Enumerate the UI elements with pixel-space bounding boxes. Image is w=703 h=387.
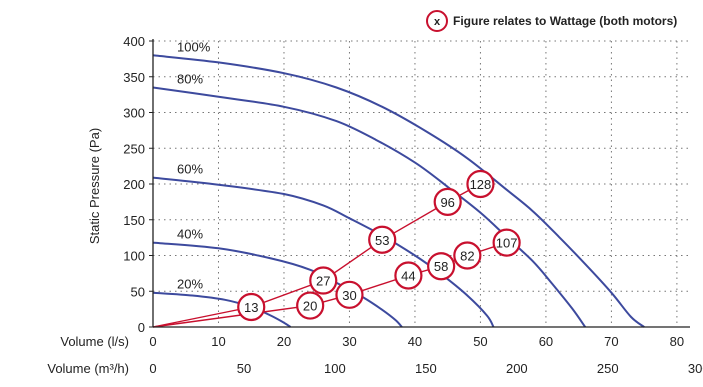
x-tick-label-m3h: 50 xyxy=(237,361,251,376)
wattage-marker xyxy=(368,225,397,254)
legend-text: Figure relates to Wattage (both motors) xyxy=(453,14,677,28)
y-tick-label: 150 xyxy=(123,213,145,228)
y-tick-label: 50 xyxy=(131,284,145,299)
x-tick-label-ls: 70 xyxy=(604,334,618,349)
wattage-value: 30 xyxy=(342,288,356,303)
x-tick-label-m3h: 100 xyxy=(324,361,346,376)
speed-curve xyxy=(152,86,587,328)
x-tick-label-ls: 0 xyxy=(149,334,156,349)
x-axis-label-m3h: Volume (m³/h) xyxy=(47,361,129,376)
wattage-marker xyxy=(335,280,364,309)
wattage-marker xyxy=(466,169,495,199)
wattage-value: 58 xyxy=(434,259,448,274)
y-tick-label: 0 xyxy=(138,320,145,335)
x-tick-label-ls: 60 xyxy=(539,334,553,349)
legend-symbol-circle xyxy=(426,10,448,32)
y-tick-label: 100 xyxy=(123,249,145,264)
x-tick-label-ls: 20 xyxy=(277,334,291,349)
wattage-value: 44 xyxy=(401,269,415,284)
wattage-marker xyxy=(237,292,266,322)
wattage-markers: 13 27 53 96 128 20 30 44 58 82 107 xyxy=(237,169,521,322)
speed-curve-label: 80% xyxy=(177,71,203,86)
wattage-value: 96 xyxy=(440,195,454,210)
x-tick-label-m3h: 300 xyxy=(688,361,703,376)
wattage-value: 27 xyxy=(316,274,330,289)
y-tick-label: 300 xyxy=(123,106,145,121)
x-tick-label-ls: 50 xyxy=(473,334,487,349)
wattage-value: 128 xyxy=(470,177,492,192)
wattage-value: 107 xyxy=(496,236,518,251)
y-tick-label: 350 xyxy=(123,70,145,85)
speed-curve xyxy=(152,291,292,328)
x-axis-label-ls: Volume (l/s) xyxy=(60,334,129,349)
speed-curve-label: 40% xyxy=(177,227,203,242)
legend: x Figure relates to Wattage (both motors… xyxy=(426,10,677,32)
x-tick-label-m3h: 0 xyxy=(149,361,156,376)
y-axis-label: Static Pressure (Pa) xyxy=(87,128,102,244)
x-tick-label-ls: 40 xyxy=(408,334,422,349)
wattage-marker xyxy=(309,266,338,295)
y-tick-label: 400 xyxy=(123,34,145,49)
grid xyxy=(153,40,690,327)
speed-curve-label: 20% xyxy=(177,277,203,292)
wattage-value: 20 xyxy=(303,299,317,314)
x-tick-label-ls: 80 xyxy=(670,334,684,349)
wattage-value: 13 xyxy=(244,300,258,315)
legend-symbol: x xyxy=(434,16,441,28)
wattage-marker xyxy=(296,291,325,320)
wattage-marker xyxy=(453,241,482,270)
y-tick-label: 250 xyxy=(123,141,145,156)
x-tick-label-m3h: 200 xyxy=(506,361,528,376)
wattage-value: 53 xyxy=(375,233,389,248)
x-tick-label-m3h: 150 xyxy=(415,361,437,376)
wattage-marker xyxy=(427,252,456,281)
speed-curve-label: 100% xyxy=(177,39,211,54)
x-tick-label-ls: 30 xyxy=(342,334,356,349)
x-tick-label-m3h: 250 xyxy=(597,361,619,376)
wattage-marker xyxy=(433,187,462,216)
speed-curve xyxy=(152,54,645,328)
y-tick-label: 200 xyxy=(123,177,145,192)
wattage-value: 82 xyxy=(460,249,474,264)
x-tick-label-ls: 10 xyxy=(211,334,225,349)
wattage-marker xyxy=(394,261,423,290)
speed-curve-label: 60% xyxy=(177,162,203,177)
wattage-marker xyxy=(492,228,521,257)
